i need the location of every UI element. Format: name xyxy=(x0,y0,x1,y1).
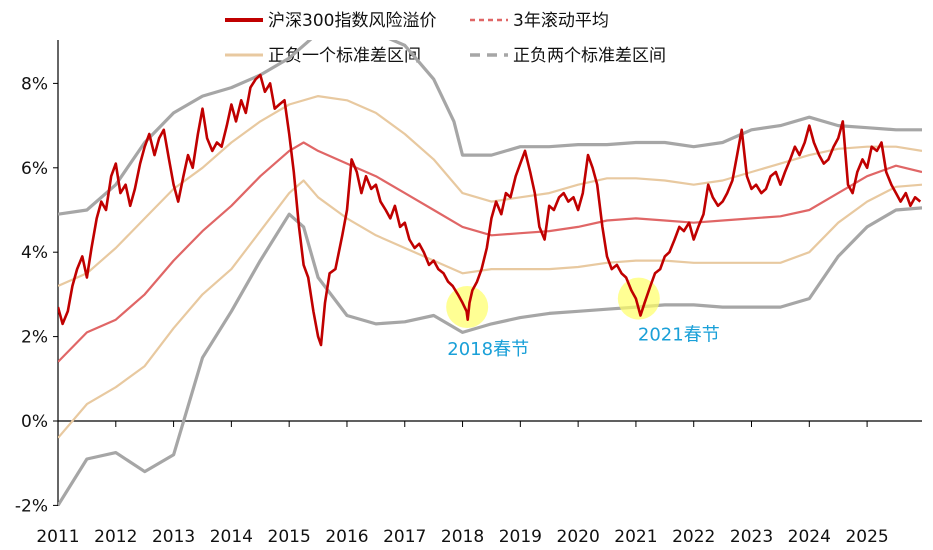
y-tick-label: 4% xyxy=(21,243,48,263)
annotation-highlight-0 xyxy=(446,286,489,329)
legend-item-rolling-avg: 3年滚动平均 xyxy=(470,11,609,31)
plot-area: 8% 6% 4% 2% 0% -2% 2011 2012 2013 2014 2015 2016 201… xyxy=(15,40,922,547)
annotation-label-1: 2021春节 xyxy=(638,325,720,346)
legend-label-band1: 正负一个标准差区间 xyxy=(268,46,421,66)
x-tick-label: 2014 xyxy=(210,527,253,547)
chart-legend: 沪深300指数风险溢价 3年滚动平均 正负一个标准差区间 正负两个标准差区间 xyxy=(225,11,666,66)
legend-label-band2: 正负两个标准差区间 xyxy=(513,46,666,66)
series-line-band2-4 xyxy=(58,40,922,216)
legend-item-band1: 正负一个标准差区间 xyxy=(225,46,421,66)
x-tick-label: 2020 xyxy=(557,527,600,547)
annotation-label-0: 2018春节 xyxy=(447,339,529,360)
x-tick-label: 2023 xyxy=(730,527,773,547)
x-tick-label: 2017 xyxy=(383,527,426,547)
x-tick-label: 2025 xyxy=(845,527,888,547)
series-line-risk-premium xyxy=(58,73,922,347)
x-tick-label: 2015 xyxy=(268,527,311,547)
x-tick-label: 2016 xyxy=(325,527,368,547)
series-line-band2-5 xyxy=(58,206,922,506)
x-tick-label: 2012 xyxy=(94,527,137,547)
legend-item-risk-premium: 沪深300指数风险溢价 xyxy=(225,11,436,31)
legend-label-risk-premium: 沪深300指数风险溢价 xyxy=(268,11,436,31)
legend-label-rolling-avg: 3年滚动平均 xyxy=(513,11,609,31)
x-tick-label: 2011 xyxy=(36,527,79,547)
x-tick-label: 2021 xyxy=(614,527,657,547)
x-tick-label: 2024 xyxy=(788,527,831,547)
y-tick-label: 6% xyxy=(21,159,48,179)
y-tick-label: 2% xyxy=(21,328,48,348)
y-tick-label: -2% xyxy=(15,496,48,516)
series-line-band1-2 xyxy=(58,95,922,288)
series-line-band1-3 xyxy=(58,179,922,439)
x-tick-label: 2019 xyxy=(499,527,542,547)
legend-item-band2: 正负两个标准差区间 xyxy=(470,46,666,66)
y-tick-label: 8% xyxy=(21,74,48,94)
y-tick-label: 0% xyxy=(21,412,48,432)
x-tick-label: 2022 xyxy=(672,527,715,547)
x-tick-label: 2013 xyxy=(152,527,195,547)
x-tick-label: 2018 xyxy=(441,527,484,547)
series-line-rolling_avg-1 xyxy=(58,141,922,363)
series-group xyxy=(58,40,922,506)
